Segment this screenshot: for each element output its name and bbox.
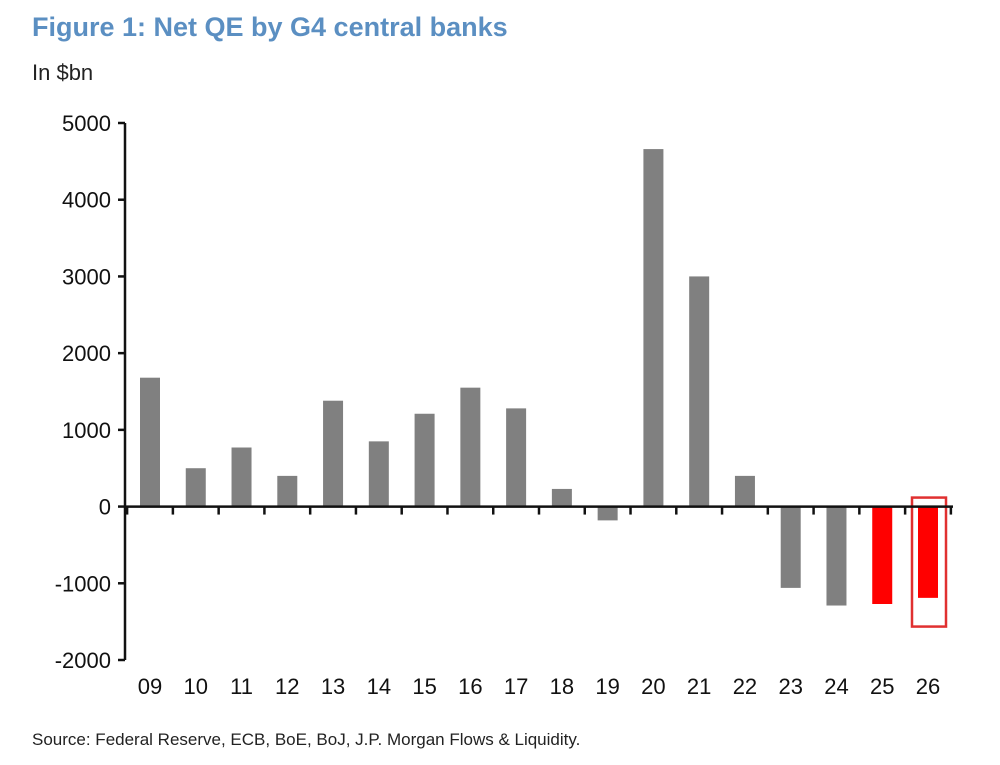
y-tick-label: 5000 — [62, 111, 111, 136]
source-note: Source: Federal Reserve, ECB, BoE, BoJ, … — [32, 730, 581, 749]
x-tick-label: 13 — [321, 674, 345, 699]
x-tick-label: 19 — [595, 674, 619, 699]
y-tick-label: 3000 — [62, 264, 111, 289]
bar-25 — [872, 506, 893, 604]
bar-19 — [597, 506, 618, 521]
bar-14 — [368, 441, 389, 507]
y-tick-label: 4000 — [62, 188, 111, 213]
bar-12 — [277, 475, 298, 507]
bar-21 — [689, 276, 710, 507]
y-tick-label: -1000 — [55, 571, 111, 596]
bar-13 — [323, 400, 344, 507]
x-tick-label: 11 — [230, 674, 253, 699]
y-tick-label: 0 — [99, 495, 111, 520]
highlight-box — [910, 496, 948, 628]
x-tick-label: 17 — [504, 674, 528, 699]
bar-11 — [231, 447, 252, 507]
bar-23 — [780, 506, 801, 588]
x-tick-label: 25 — [870, 674, 894, 699]
bar-18 — [551, 488, 572, 507]
bar-10 — [185, 468, 206, 507]
y-tick-label: 1000 — [62, 418, 111, 443]
x-tick-label: 10 — [184, 674, 208, 699]
x-tick-label: 12 — [275, 674, 299, 699]
chart-title: Figure 1: Net QE by G4 central banks — [32, 12, 508, 42]
x-tick-label: 15 — [412, 674, 436, 699]
bar-24 — [826, 506, 847, 606]
bar-09 — [140, 377, 160, 507]
x-tick-label: 18 — [550, 674, 574, 699]
x-tick-label: 24 — [824, 674, 848, 699]
x-tick-label: 20 — [641, 674, 665, 699]
x-tick-label: 23 — [778, 674, 802, 699]
x-tick-label: 26 — [916, 674, 940, 699]
bar-22 — [734, 475, 755, 507]
x-tick-label: 22 — [733, 674, 757, 699]
y-tick-label: 2000 — [62, 341, 111, 366]
y-tick-label: -2000 — [55, 648, 111, 673]
bar-17 — [506, 408, 527, 507]
x-tick-label: 16 — [458, 674, 482, 699]
bar-20 — [643, 149, 664, 507]
x-tick-label: 09 — [138, 674, 162, 699]
bar-16 — [460, 387, 481, 507]
bar-15 — [414, 413, 435, 507]
y-axis-unit-label: In $bn — [32, 60, 94, 85]
x-tick-label: 21 — [687, 674, 711, 699]
x-tick-label: 14 — [367, 674, 391, 699]
bar-26 — [918, 506, 938, 598]
